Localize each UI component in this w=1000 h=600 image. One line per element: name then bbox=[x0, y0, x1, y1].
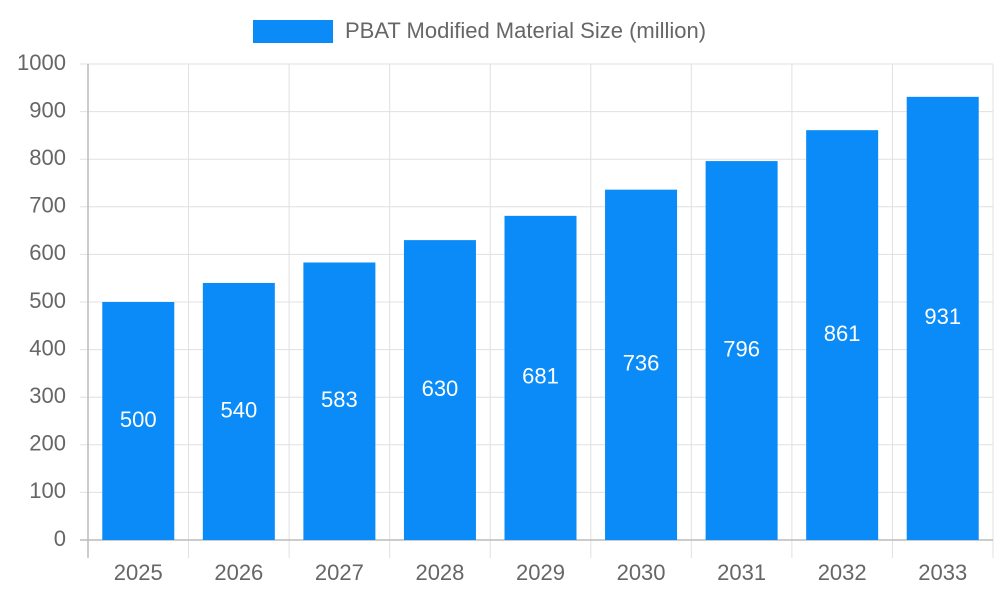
data-label: 540 bbox=[220, 397, 257, 422]
y-tick-label: 0 bbox=[54, 526, 66, 551]
y-tick-label: 100 bbox=[29, 478, 66, 503]
x-tick-label: 2025 bbox=[114, 560, 163, 585]
legend-label: PBAT Modified Material Size (million) bbox=[345, 18, 706, 43]
x-tick-label: 2030 bbox=[617, 560, 666, 585]
x-tick-label: 2031 bbox=[717, 560, 766, 585]
bar bbox=[202, 282, 275, 540]
data-label: 681 bbox=[522, 364, 559, 389]
bar bbox=[605, 189, 678, 540]
legend-swatch bbox=[253, 20, 333, 43]
bar bbox=[705, 161, 778, 540]
data-label: 796 bbox=[723, 336, 760, 361]
data-label: 861 bbox=[824, 321, 861, 346]
bar bbox=[403, 240, 476, 540]
bar bbox=[906, 96, 979, 541]
x-tick-label: 2028 bbox=[415, 560, 464, 585]
y-tick-label: 800 bbox=[29, 145, 66, 170]
y-tick-label: 600 bbox=[29, 240, 66, 265]
data-label: 736 bbox=[623, 351, 660, 376]
y-tick-label: 200 bbox=[29, 431, 66, 456]
y-tick-label: 700 bbox=[29, 193, 66, 218]
y-tick-label: 300 bbox=[29, 383, 66, 408]
y-tick-label: 500 bbox=[29, 288, 66, 313]
bar bbox=[806, 130, 879, 540]
data-label: 931 bbox=[924, 304, 961, 329]
data-label: 630 bbox=[422, 376, 459, 401]
x-tick-label: 2026 bbox=[214, 560, 263, 585]
x-tick-label: 2029 bbox=[516, 560, 565, 585]
y-tick-label: 1000 bbox=[17, 50, 66, 75]
bar bbox=[102, 302, 175, 540]
data-label: 583 bbox=[321, 387, 358, 412]
x-tick-label: 2033 bbox=[918, 560, 967, 585]
x-tick-label: 2027 bbox=[315, 560, 364, 585]
y-tick-label: 400 bbox=[29, 335, 66, 360]
data-label: 500 bbox=[120, 407, 157, 432]
x-tick-label: 2032 bbox=[818, 560, 867, 585]
y-tick-label: 900 bbox=[29, 97, 66, 122]
bar bbox=[303, 262, 376, 540]
bar bbox=[504, 215, 577, 540]
